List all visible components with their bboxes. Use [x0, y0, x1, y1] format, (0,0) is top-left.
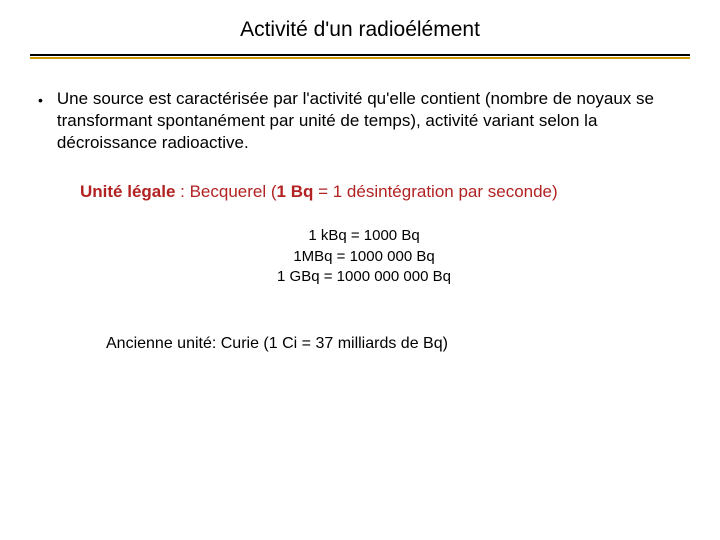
conversion-line-3: 1 GBq = 1000 000 000 Bq	[38, 267, 690, 287]
bullet-text: Une source est caractérisée par l'activi…	[57, 88, 690, 154]
underline-bottom	[30, 57, 690, 59]
slide-title: Activité d'un radioélément	[30, 18, 690, 42]
title-underline	[30, 54, 690, 60]
legal-unit-tail: = 1 désintégration par seconde)	[313, 182, 557, 201]
bullet-marker: •	[38, 92, 43, 108]
legal-unit-bold: 1 Bq	[277, 182, 314, 201]
conversion-line-1: 1 kBq = 1000 Bq	[38, 226, 690, 246]
conversion-line-2: 1MBq = 1000 000 Bq	[38, 247, 690, 267]
legal-unit-label: Unité légale	[80, 182, 175, 201]
old-unit-line: Ancienne unité: Curie (1 Ci = 37 milliar…	[38, 335, 690, 353]
slide-body: • Une source est caractérisée par l'acti…	[30, 88, 690, 353]
legal-unit-line: Unité légale : Becquerel (1 Bq = 1 désin…	[38, 182, 690, 202]
legal-unit-sep: : Becquerel (	[175, 182, 276, 201]
conversion-block: 1 kBq = 1000 Bq 1MBq = 1000 000 Bq 1 GBq…	[38, 226, 690, 287]
underline-top	[30, 54, 690, 56]
bullet-item: • Une source est caractérisée par l'acti…	[38, 88, 690, 154]
